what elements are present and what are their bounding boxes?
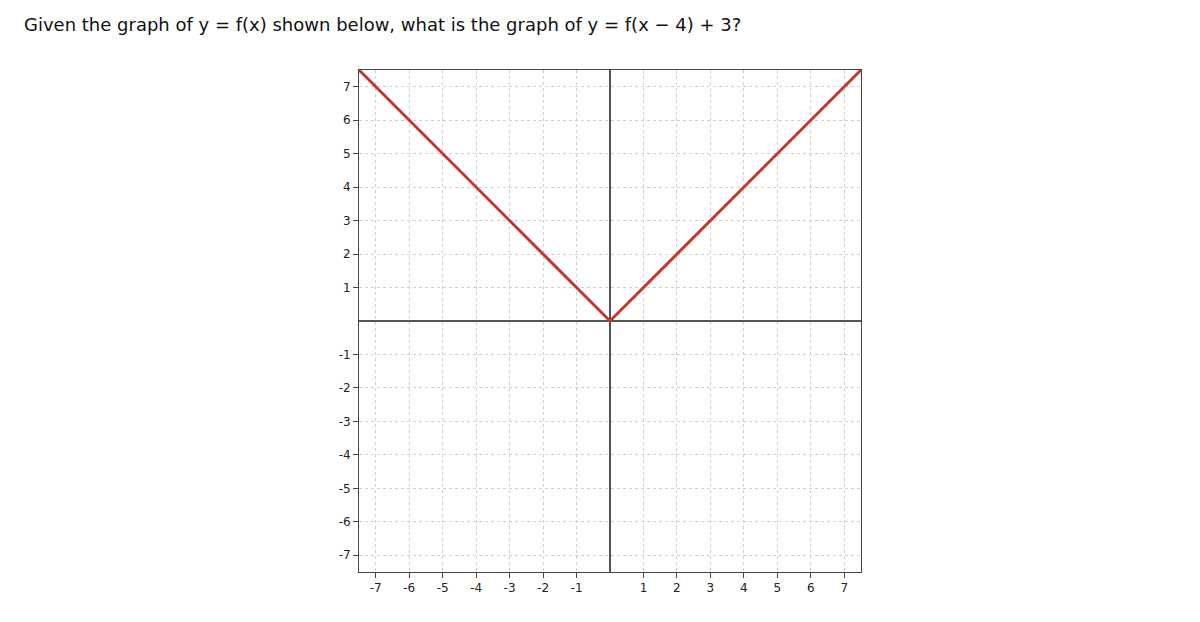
svg-text:4: 4 [343,180,351,194]
svg-text:1: 1 [640,581,648,595]
svg-text:-1: -1 [571,581,583,595]
svg-text:2: 2 [343,247,351,261]
svg-text:-4: -4 [470,581,482,595]
svg-text:-2: -2 [339,381,351,395]
svg-text:7: 7 [343,80,351,94]
svg-text:-3: -3 [504,581,516,595]
svg-text:7: 7 [840,581,848,595]
svg-text:-5: -5 [339,482,351,496]
svg-text:-1: -1 [339,348,351,362]
svg-text:-4: -4 [339,448,351,462]
svg-text:6: 6 [807,581,815,595]
svg-text:Given the graph of y = f(x) sh: Given the graph of y = f(x) shown below,… [24,14,741,35]
svg-text:-7: -7 [370,581,382,595]
svg-text:3: 3 [707,581,715,595]
svg-text:4: 4 [740,581,748,595]
svg-text:-7: -7 [339,548,351,562]
svg-text:5: 5 [343,147,351,161]
svg-text:5: 5 [774,581,782,595]
svg-text:-5: -5 [437,581,449,595]
svg-text:6: 6 [343,113,351,127]
svg-text:2: 2 [673,581,681,595]
svg-text:-2: -2 [537,581,549,595]
svg-text:1: 1 [343,281,351,295]
svg-text:-6: -6 [339,515,351,529]
svg-text:-6: -6 [403,581,415,595]
svg-text:3: 3 [343,214,351,228]
svg-text:-3: -3 [339,415,351,429]
